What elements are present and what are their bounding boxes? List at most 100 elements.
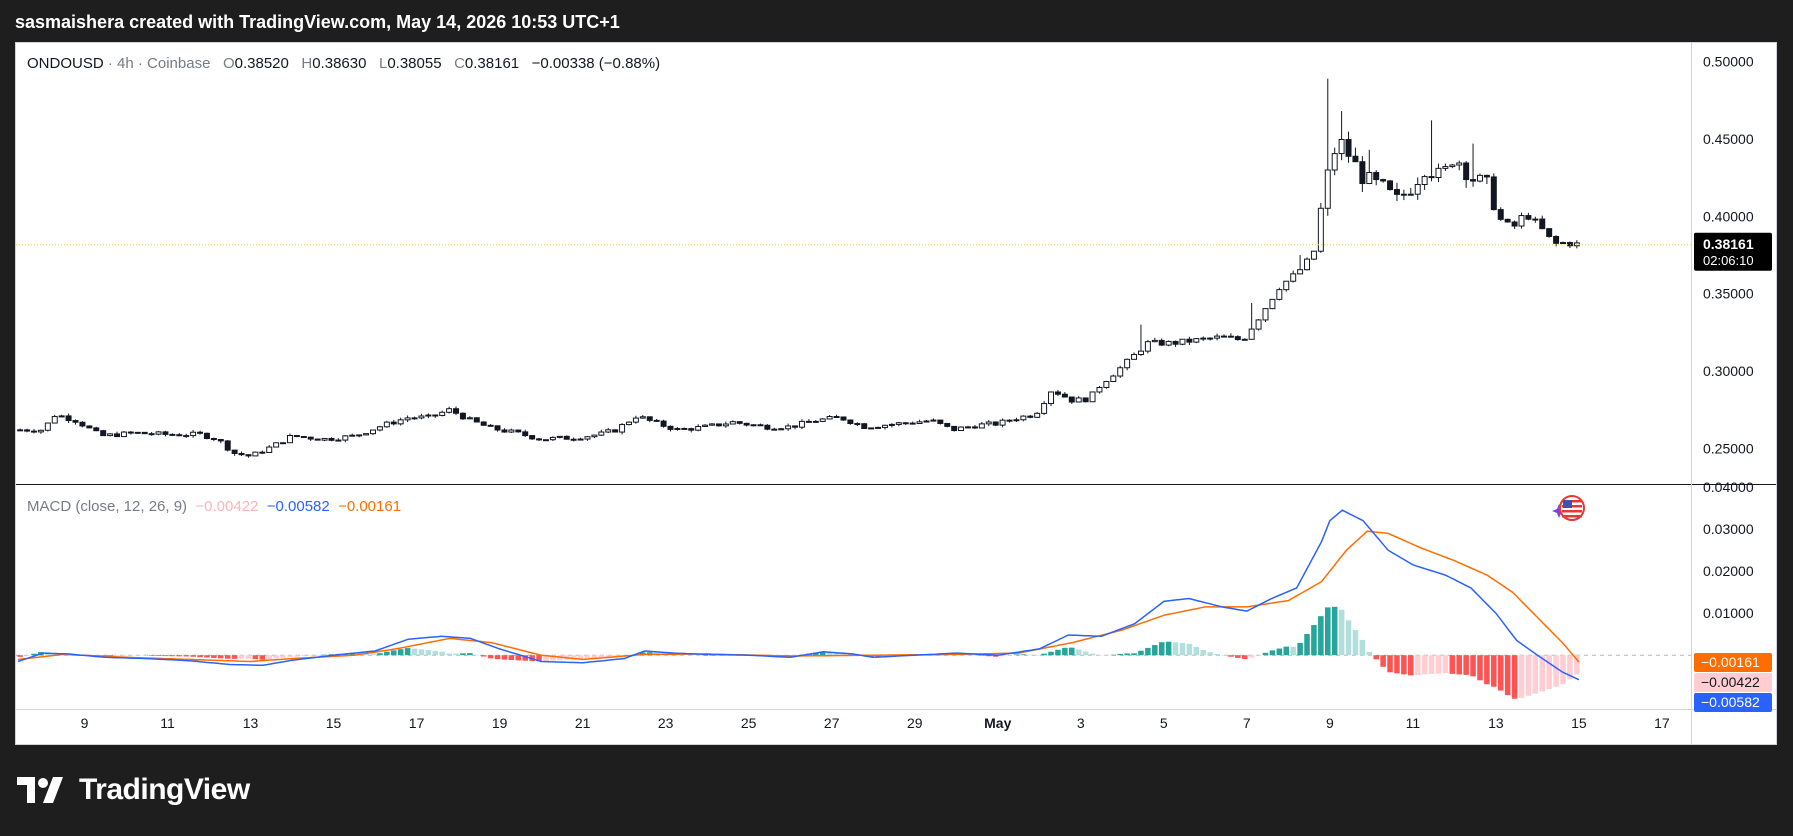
caption-bar: sasmaishera created with TradingView.com… (0, 0, 1793, 42)
high-label: H (301, 55, 313, 72)
candle-body (1518, 215, 1525, 227)
macd-hist-bar (231, 655, 238, 659)
macd-tick-label: 0.02000 (1703, 563, 1754, 579)
candle-body (1560, 242, 1566, 245)
exchange-label: Coinbase (147, 55, 211, 72)
candle-body (1200, 337, 1207, 340)
macd-hist-bar (508, 655, 515, 661)
symbol-name[interactable]: ONDOUSD (27, 55, 104, 72)
time-tick-label: 25 (741, 715, 757, 731)
candle-body (148, 433, 155, 436)
macd-title[interactable]: MACD (close, 12, 26, 9) (27, 498, 188, 515)
macd-hist-bar (1331, 606, 1338, 656)
candle-body (190, 431, 197, 437)
low-value: 0.38055 (387, 55, 442, 72)
macd-hist-bar (397, 649, 404, 656)
candle-body (923, 420, 930, 423)
high-value: 0.38630 (312, 55, 367, 72)
candle-body (695, 425, 702, 431)
candle-body (1414, 183, 1421, 195)
candle-body (335, 439, 342, 442)
candle-body (24, 429, 31, 432)
candle-body (792, 425, 799, 428)
candle-body (951, 425, 958, 432)
macd-hist-bar (211, 655, 217, 658)
candle-body (183, 435, 190, 438)
candle-body (944, 422, 951, 427)
macd-hist-bar (321, 654, 328, 656)
macd-hist-bar (107, 655, 113, 657)
macd-hist-bar (1262, 652, 1269, 656)
candle-body (937, 419, 944, 424)
candle-body (1428, 176, 1435, 179)
macd-hist-bar (1089, 653, 1096, 656)
macd-hist-bar (1511, 655, 1518, 699)
macd-hist-bar (128, 655, 134, 656)
macd-hist-axis-label: −0.00422 (1701, 674, 1760, 690)
candle-body (958, 426, 965, 432)
candle-body (819, 418, 826, 422)
candle-body (1006, 419, 1013, 422)
macd-signal-axis-label-box (1694, 652, 1772, 672)
macd-hist-bar (1186, 643, 1193, 656)
candle-body (273, 442, 280, 448)
candle-body (522, 431, 529, 437)
last-price-label: 0.38161 (1703, 236, 1754, 252)
interval-label[interactable]: 4h (117, 55, 134, 72)
macd-hist-bar (1428, 655, 1435, 674)
candle-body (1497, 209, 1504, 220)
candle-body (411, 417, 418, 420)
macd-hist-bar (1020, 654, 1027, 656)
macd-hist-bar (224, 655, 231, 659)
tradingview-logo[interactable]: TradingView (17, 770, 250, 810)
candle-body (1269, 298, 1276, 310)
chart-canvas[interactable]: 0.50000 0.45000 0.40000 0.35000 0.30000 0.250… (16, 43, 1776, 744)
macd-hist-bar (218, 655, 224, 659)
candle-body (390, 421, 397, 425)
candle-body (169, 433, 176, 436)
macd-hist-bar (1491, 655, 1497, 687)
time-tick-label: 29 (907, 715, 923, 731)
candle-body (1262, 308, 1269, 321)
candle-body (252, 451, 259, 457)
candle-body (570, 438, 577, 441)
price-tick-label: 0.25000 (1703, 440, 1754, 456)
candle-body (473, 417, 480, 423)
macd-hist-bar (432, 650, 439, 656)
candle-body (494, 425, 501, 431)
candle-body (1207, 337, 1214, 340)
macd-tick-label: 0.01000 (1703, 605, 1754, 621)
macd-hist-bar (1380, 655, 1386, 667)
candle-body (1297, 269, 1304, 275)
macd-hist-bar (439, 651, 445, 656)
candle-body (1511, 221, 1518, 227)
price-tick-label: 0.50000 (1703, 54, 1754, 70)
us-flag-event-icon[interactable] (1551, 491, 1585, 525)
candle-body (1310, 250, 1317, 260)
macd-hist-bar (162, 655, 169, 657)
candle-body (459, 412, 466, 420)
candle-body (895, 422, 902, 425)
candle-body (985, 421, 992, 425)
time-tick-label: 11 (1406, 715, 1421, 731)
time-tick-label: 17 (409, 715, 425, 731)
macd-hist-bar (1497, 655, 1504, 691)
candle-body (1075, 397, 1082, 403)
candle-body (1442, 166, 1449, 169)
macd-hist-bar (176, 655, 183, 657)
macd-hist-bar (51, 653, 58, 656)
candle-body (1352, 155, 1359, 163)
candle-body (722, 423, 729, 427)
time-tick-label: 13 (1488, 715, 1504, 731)
macd-line (17, 509, 1580, 681)
macd-hist-bar (349, 653, 356, 656)
candle-body (404, 417, 411, 421)
time-tick-label: 7 (1243, 715, 1251, 731)
candle-body (210, 438, 217, 441)
chart-frame[interactable]: 0.50000 0.45000 0.40000 0.35000 0.30000 0.250… (15, 42, 1777, 745)
macd-hist-bar (294, 655, 300, 657)
candle-body (854, 423, 861, 426)
candle-body (79, 421, 86, 427)
macd-hist-bar (384, 651, 390, 656)
macd-hist-bar (1325, 607, 1331, 656)
